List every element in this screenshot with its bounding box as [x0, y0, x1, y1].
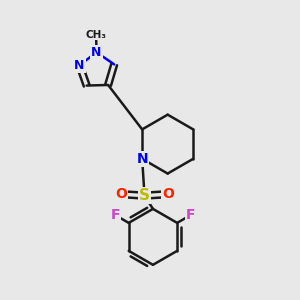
- Text: N: N: [74, 59, 85, 72]
- Text: N: N: [136, 152, 148, 166]
- Text: N: N: [91, 46, 102, 59]
- Text: O: O: [162, 187, 174, 201]
- Text: F: F: [186, 208, 195, 222]
- Text: F: F: [111, 208, 120, 222]
- Text: S: S: [139, 188, 150, 203]
- Text: O: O: [115, 187, 127, 201]
- Text: CH₃: CH₃: [85, 30, 106, 40]
